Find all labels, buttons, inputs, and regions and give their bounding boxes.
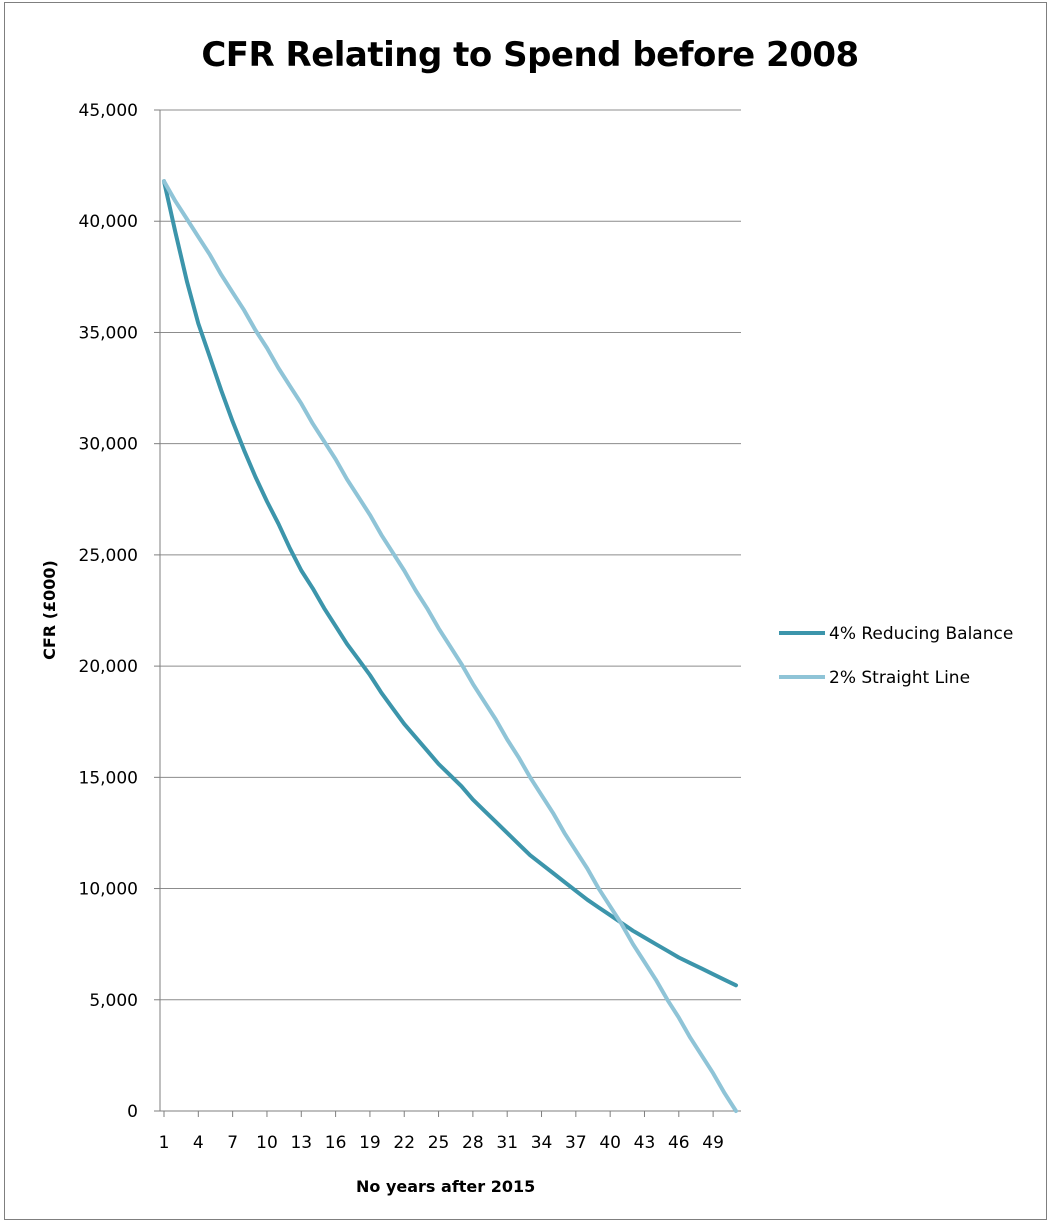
x-tick-label: 16 xyxy=(325,1133,347,1153)
y-tick-label: 5,000 xyxy=(89,991,138,1011)
y-tick-label: 15,000 xyxy=(79,768,138,788)
y-tick-label: 40,000 xyxy=(79,212,138,232)
x-tick-label: 40 xyxy=(599,1133,621,1153)
x-tick-label: 13 xyxy=(290,1133,312,1153)
x-axis-ticks: 1 4 7 10 13 16 19 22 25 28 31 34 37 40 43 46 49 xyxy=(159,1111,724,1153)
y-axis-label: CFR (£000) xyxy=(40,560,59,660)
x-tick-label: 1 xyxy=(159,1133,170,1153)
y-tick-label: 30,000 xyxy=(79,435,138,455)
y-tick-label: 20,000 xyxy=(79,657,138,677)
x-tick-label: 4 xyxy=(193,1133,204,1153)
legend: 4% Reducing Balance 2% Straight Line xyxy=(779,624,1013,688)
chart-title: CFR Relating to Spend before 2008 xyxy=(201,35,858,75)
series-line-1 xyxy=(162,179,738,1113)
x-tick-label: 46 xyxy=(668,1133,690,1153)
legend-label-1: 2% Straight Line xyxy=(829,668,970,688)
x-tick-label: 34 xyxy=(531,1133,553,1153)
x-tick-label: 37 xyxy=(565,1133,587,1153)
y-tick-label: 35,000 xyxy=(79,323,138,343)
x-tick-label: 10 xyxy=(256,1133,278,1153)
x-axis-label: No years after 2015 xyxy=(356,1177,535,1196)
y-tick-label: 45,000 xyxy=(79,101,138,121)
y-axis-ticks: 0 5,000 10,000 15,000 20,000 25,000 30,000 35,0… xyxy=(79,101,160,1122)
series-lines xyxy=(162,179,738,1113)
y-tick-label: 25,000 xyxy=(79,546,138,566)
legend-label-0: 4% Reducing Balance xyxy=(829,624,1013,644)
series-line-0 xyxy=(162,179,738,988)
y-tick-label: 10,000 xyxy=(79,880,138,900)
x-tick-label: 31 xyxy=(496,1133,518,1153)
x-tick-label: 28 xyxy=(462,1133,484,1153)
x-tick-label: 49 xyxy=(702,1133,724,1153)
x-tick-label: 22 xyxy=(393,1133,415,1153)
x-tick-label: 19 xyxy=(359,1133,381,1153)
y-tick-label: 0 xyxy=(127,1102,138,1122)
x-tick-label: 25 xyxy=(428,1133,450,1153)
x-tick-label: 43 xyxy=(634,1133,656,1153)
x-tick-label: 7 xyxy=(227,1133,238,1153)
gridlines xyxy=(160,109,741,1001)
